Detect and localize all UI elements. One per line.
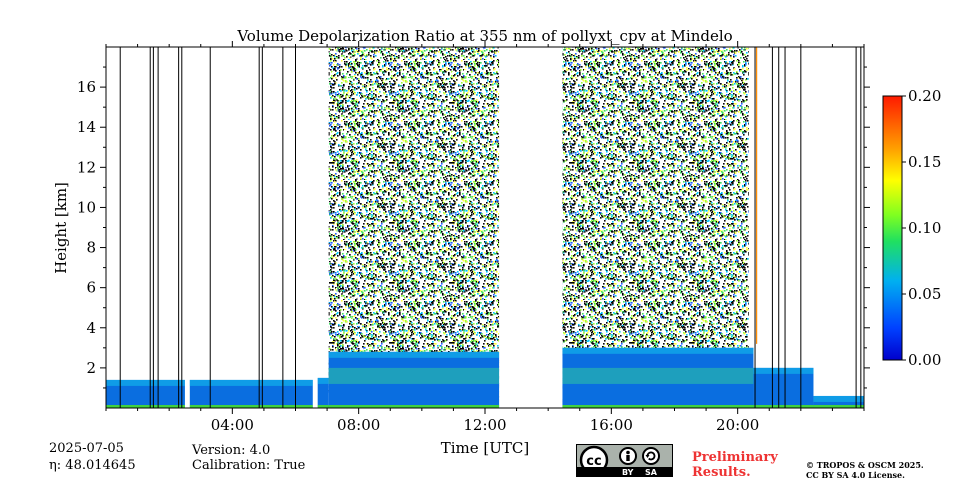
x-axis-label: Time [UTC] — [441, 439, 530, 457]
share-alike-icon — [642, 447, 660, 465]
colorbar-tick-label-0: 0.00 — [908, 351, 941, 369]
calibration-label: Calibration: True — [192, 458, 306, 473]
x-tick-label-0: 04:00 — [211, 416, 254, 434]
cc-by-text: BY — [622, 468, 634, 477]
colorbar-gradient — [882, 95, 903, 361]
preliminary-line2: Results. — [692, 465, 751, 480]
x-tick-label-4: 20:00 — [716, 416, 759, 434]
noise-region-0 — [328, 47, 500, 408]
vertical-lines — [119, 47, 862, 408]
y-axis-label: Height [km] — [52, 182, 70, 274]
y-tick-label-7: 16 — [77, 78, 96, 96]
colorbar-tick-label-4: 0.20 — [908, 87, 941, 105]
y-tick-label-1: 4 — [86, 319, 96, 337]
boundary-layer-band-2 — [317, 377, 329, 408]
date-label: 2025-07-05 — [49, 441, 124, 456]
plot-area — [106, 47, 864, 408]
y-axis: 2 4 6 8 10 12 14 16 — [77, 66, 870, 389]
copyright-line2: CC BY SA 4.0 License. — [806, 470, 905, 480]
colorbar-tick-label-2: 0.10 — [908, 219, 941, 237]
y-tick-label-3: 8 — [86, 239, 96, 257]
x-tick-label-1: 08:00 — [337, 416, 380, 434]
boundary-layer-band-5 — [753, 367, 814, 408]
noise-layer — [328, 47, 749, 408]
y-tick-label-0: 2 — [86, 359, 96, 377]
y-tick-label-4: 10 — [77, 198, 96, 216]
x-axis: 04:00 08:00 12:00 16:00 20:00 — [105, 41, 865, 434]
y-tick-label-2: 6 — [86, 279, 96, 297]
colorbar: 0.00 0.05 0.10 0.15 0.20 — [882, 87, 941, 369]
colorbar-tick-label-3: 0.15 — [908, 153, 941, 171]
y-tick-label-5: 12 — [77, 158, 96, 176]
cc-license-badge: cc BY SA — [576, 444, 673, 477]
colorbar-tick-label-1: 0.05 — [908, 285, 941, 303]
preliminary-line1: Preliminary — [692, 450, 778, 465]
no-data-gaps — [184, 47, 563, 408]
cc-icon-text: cc — [586, 454, 601, 469]
no-data-gap-1 — [312, 47, 318, 408]
y-tick-label-6: 14 — [77, 118, 96, 136]
boundary-layer — [106, 47, 864, 408]
no-data-gap-2 — [499, 47, 563, 408]
eta-label: η: 48.014645 — [49, 458, 136, 473]
x-tick-label-2: 12:00 — [463, 416, 506, 434]
copyright-line1: © TROPOS & OSCM 2025. — [806, 460, 924, 470]
no-data-gap-0 — [184, 47, 190, 408]
chart-title: Volume Depolarization Ratio at 355 nm of… — [236, 27, 732, 45]
version-label: Version: 4.0 — [192, 443, 271, 458]
cc-sa-text: SA — [645, 468, 657, 477]
x-tick-label-3: 16:00 — [590, 416, 633, 434]
